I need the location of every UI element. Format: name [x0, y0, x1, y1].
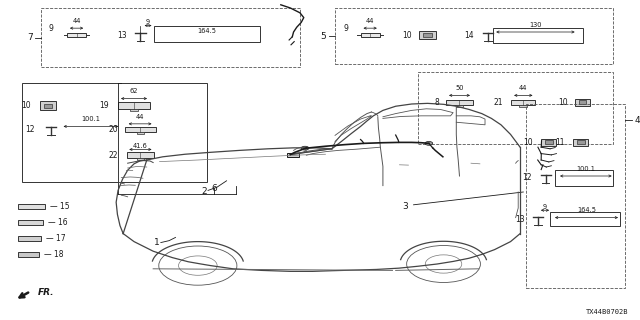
Bar — [573, 139, 588, 146]
Bar — [335, 8, 612, 64]
Text: — 18: — 18 — [44, 250, 63, 259]
Text: 12: 12 — [26, 125, 35, 134]
Bar — [456, 105, 463, 107]
Circle shape — [301, 146, 309, 150]
Bar — [18, 220, 43, 225]
Bar — [511, 100, 536, 105]
Text: 50: 50 — [455, 85, 464, 91]
Bar — [130, 109, 138, 111]
Text: — 16: — 16 — [48, 218, 67, 227]
Text: 13: 13 — [116, 31, 126, 40]
Bar — [18, 252, 39, 257]
Text: 62: 62 — [130, 88, 138, 94]
Bar — [575, 99, 590, 106]
Bar — [577, 140, 584, 144]
Bar — [520, 105, 527, 107]
Bar — [44, 104, 52, 108]
Bar — [424, 33, 432, 37]
Bar — [419, 31, 436, 39]
Text: 41.6: 41.6 — [133, 143, 148, 149]
Text: 100.1: 100.1 — [81, 116, 100, 122]
Text: — 17: — 17 — [46, 234, 65, 243]
Bar — [541, 139, 557, 146]
Text: 130: 130 — [529, 22, 541, 28]
Text: 22: 22 — [109, 151, 118, 160]
Bar — [550, 212, 620, 226]
Text: 7: 7 — [27, 33, 33, 42]
Bar — [127, 152, 154, 158]
Circle shape — [425, 141, 433, 145]
Text: 4: 4 — [634, 116, 640, 124]
Bar — [579, 100, 586, 104]
Text: 164.5: 164.5 — [197, 28, 216, 34]
Text: 3: 3 — [403, 202, 408, 211]
Text: 100.1: 100.1 — [577, 166, 595, 172]
Text: 44: 44 — [72, 18, 81, 24]
Text: 10: 10 — [558, 98, 568, 107]
Text: 10: 10 — [524, 138, 533, 147]
Bar — [287, 153, 299, 157]
Text: 9: 9 — [542, 204, 547, 210]
Text: 9: 9 — [49, 24, 54, 33]
Text: 44: 44 — [136, 114, 145, 120]
Bar — [67, 33, 86, 37]
Bar — [418, 72, 612, 144]
Text: 21: 21 — [493, 98, 503, 107]
Text: 2: 2 — [202, 188, 207, 196]
Bar — [527, 104, 625, 288]
Text: 13: 13 — [515, 215, 525, 224]
Text: 44: 44 — [366, 18, 374, 24]
Text: 1: 1 — [154, 238, 160, 247]
Bar — [42, 8, 300, 67]
Bar — [556, 170, 612, 186]
Bar — [360, 33, 380, 37]
Text: — 15: — 15 — [50, 202, 69, 211]
Text: 19: 19 — [99, 101, 109, 110]
Text: FR.: FR. — [38, 288, 55, 297]
Text: 20: 20 — [108, 125, 118, 134]
Bar — [18, 236, 41, 241]
Bar — [18, 204, 45, 209]
Text: 14: 14 — [465, 31, 474, 40]
Text: 44: 44 — [519, 85, 527, 91]
Text: 164.5: 164.5 — [577, 207, 596, 213]
Bar — [118, 102, 150, 109]
Text: 8: 8 — [435, 98, 439, 107]
Bar — [545, 140, 553, 144]
Bar — [136, 132, 144, 134]
Text: 10: 10 — [402, 31, 412, 40]
Bar — [22, 83, 207, 182]
Text: 5: 5 — [321, 31, 326, 41]
Bar — [446, 100, 473, 105]
Text: 6: 6 — [211, 184, 217, 193]
Bar — [493, 28, 582, 43]
Text: 12: 12 — [522, 173, 532, 182]
Text: TX44B0702B: TX44B0702B — [586, 309, 628, 315]
Bar — [136, 158, 144, 160]
Bar — [40, 101, 56, 110]
Bar — [154, 26, 260, 42]
Bar — [125, 127, 156, 132]
Text: 10: 10 — [21, 101, 31, 110]
Text: 11: 11 — [556, 138, 564, 147]
Text: 9: 9 — [344, 24, 348, 33]
Text: 9: 9 — [146, 19, 150, 25]
